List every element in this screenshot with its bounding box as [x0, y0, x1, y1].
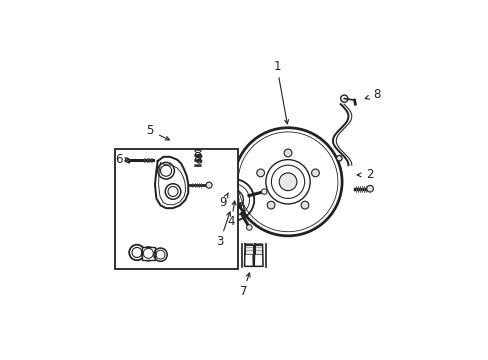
Circle shape — [125, 158, 129, 162]
Bar — [244, 245, 252, 254]
Text: 5: 5 — [145, 124, 153, 137]
Bar — [189, 161, 194, 166]
Circle shape — [205, 182, 212, 188]
Circle shape — [256, 169, 264, 177]
Circle shape — [366, 185, 373, 192]
Bar — [209, 167, 216, 172]
Circle shape — [311, 169, 319, 177]
Bar — [133, 189, 139, 194]
Circle shape — [246, 225, 252, 230]
Circle shape — [227, 194, 239, 205]
Circle shape — [279, 173, 296, 191]
Text: 3: 3 — [216, 235, 224, 248]
Bar — [163, 259, 167, 264]
Text: 1: 1 — [273, 60, 280, 73]
Bar — [115, 149, 238, 269]
Bar — [142, 247, 155, 260]
Text: 7: 7 — [240, 285, 247, 298]
Text: 8: 8 — [372, 88, 380, 101]
Circle shape — [284, 149, 291, 157]
Circle shape — [301, 201, 308, 209]
Text: 4: 4 — [227, 216, 234, 229]
Circle shape — [336, 156, 342, 161]
Circle shape — [230, 165, 236, 171]
Circle shape — [266, 201, 274, 209]
Text: 2: 2 — [366, 168, 373, 181]
Bar — [254, 245, 262, 254]
Text: 6: 6 — [115, 153, 122, 166]
Text: 9: 9 — [219, 196, 226, 209]
Circle shape — [261, 189, 266, 194]
